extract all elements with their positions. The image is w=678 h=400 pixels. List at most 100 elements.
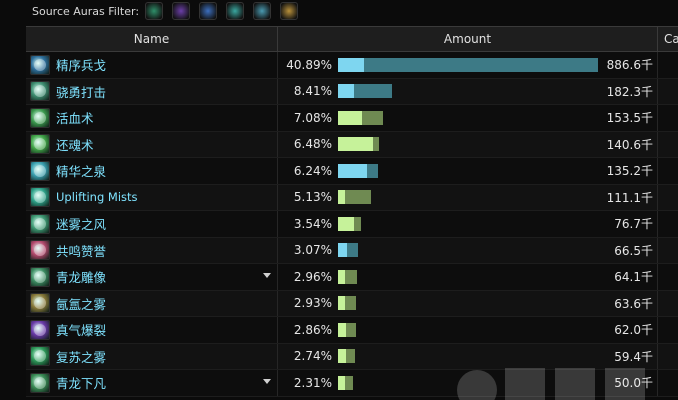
amount-bar bbox=[338, 375, 598, 390]
teal-ring-aura-icon-2 bbox=[254, 3, 270, 19]
amount-cell: 2.96% 64.1千 bbox=[278, 264, 658, 290]
icon-shine bbox=[34, 191, 46, 204]
leaf-aura-icon bbox=[146, 3, 162, 19]
amount-bar-primary bbox=[338, 296, 345, 311]
table-row[interactable]: 氤氲之雾 2.93% 63.6千 bbox=[26, 290, 678, 317]
cast-cell bbox=[658, 158, 678, 184]
table-row[interactable]: 青龙下凡 2.31% 50.0千 bbox=[26, 370, 678, 397]
amount-bar-secondary bbox=[367, 163, 378, 178]
spell-name[interactable]: 活血术 bbox=[56, 111, 94, 127]
amount-value: 135.2千 bbox=[606, 164, 653, 179]
table-row[interactable]: 精华之泉 6.24% 135.2千 bbox=[26, 158, 678, 185]
spell-name-cell: Uplifting Mists bbox=[26, 184, 278, 210]
table-row[interactable]: 共鸣赞誉 3.07% 66.5千 bbox=[26, 237, 678, 264]
filter-label: Source Auras Filter: bbox=[32, 4, 140, 18]
percent-value: 3.07% bbox=[293, 243, 332, 258]
aura-filter-button[interactable] bbox=[280, 2, 299, 20]
amount-cell: 8.41% 182.3千 bbox=[278, 78, 658, 104]
table-row[interactable]: Uplifting Mists 5.13% 111.1千 bbox=[26, 184, 678, 211]
spell-name[interactable]: 精华之泉 bbox=[56, 164, 107, 180]
table-row[interactable]: 精序兵戈 40.89% 886.6千 bbox=[26, 52, 678, 79]
spell-name-cell: 真气爆裂 bbox=[26, 317, 278, 343]
spell-name[interactable]: 还魂术 bbox=[56, 137, 94, 153]
amount-bar-primary bbox=[338, 216, 354, 231]
amount-cell: 2.93% 63.6千 bbox=[278, 290, 658, 316]
table-row[interactable]: 骁勇打击 8.41% 182.3千 bbox=[26, 78, 678, 105]
table-row[interactable]: 复苏之雾 2.74% 59.4千 bbox=[26, 343, 678, 370]
amount-cell: 2.86% 62.0千 bbox=[278, 317, 658, 343]
spell-name[interactable]: 青龙雕像 bbox=[56, 270, 107, 286]
table-row[interactable]: 活血术 7.08% 153.5千 bbox=[26, 105, 678, 132]
amount-value: 63.6千 bbox=[614, 296, 653, 311]
spell-name[interactable]: 青龙下凡 bbox=[56, 376, 107, 392]
percent-value: 2.96% bbox=[293, 269, 332, 284]
icon-shine bbox=[34, 85, 46, 98]
header-amount[interactable]: Amount bbox=[278, 27, 658, 51]
aura-filter-button[interactable] bbox=[172, 2, 191, 20]
tiger-strike-icon bbox=[30, 81, 50, 102]
expand-dropdown-icon[interactable] bbox=[263, 379, 271, 384]
amount-bar bbox=[338, 84, 598, 99]
cast-cell bbox=[658, 211, 678, 237]
wind-spiral-icon bbox=[30, 54, 50, 75]
amount-bar-secondary bbox=[373, 137, 379, 152]
spell-name[interactable]: 复苏之雾 bbox=[56, 349, 107, 365]
spell-name[interactable]: 精序兵戈 bbox=[56, 58, 107, 74]
icon-shine bbox=[34, 164, 46, 177]
amount-bar-secondary bbox=[347, 243, 358, 258]
table-row[interactable]: 真气爆裂 2.86% 62.0千 bbox=[26, 317, 678, 344]
vivify-icon bbox=[30, 107, 50, 128]
amount-bar-secondary bbox=[345, 269, 357, 284]
spell-name[interactable]: 骁勇打击 bbox=[56, 84, 107, 100]
amount-bar-secondary bbox=[354, 216, 361, 231]
icon-shine bbox=[34, 244, 46, 257]
amount-value: 64.1千 bbox=[614, 270, 653, 285]
table-row[interactable]: 还魂术 6.48% 140.6千 bbox=[26, 131, 678, 158]
spell-name-cell: 还魂术 bbox=[26, 131, 278, 157]
spell-name[interactable]: 氤氲之雾 bbox=[56, 296, 107, 312]
cast-cell bbox=[658, 52, 678, 78]
amount-bar-primary bbox=[338, 110, 362, 125]
percent-value: 2.31% bbox=[293, 375, 332, 390]
amount-value: 62.0千 bbox=[614, 323, 653, 338]
percent-value: 2.86% bbox=[293, 322, 332, 337]
cast-cell bbox=[658, 370, 678, 396]
amount-bar-secondary bbox=[345, 296, 356, 311]
mist-swirl-icon bbox=[30, 293, 50, 314]
amount-bar bbox=[338, 137, 598, 152]
amount-bar bbox=[338, 349, 598, 364]
amount-bar-secondary bbox=[346, 322, 356, 337]
amount-cell: 6.24% 135.2千 bbox=[278, 158, 658, 184]
amount-bar-primary bbox=[338, 190, 345, 205]
aura-filter-button[interactable] bbox=[226, 2, 245, 20]
percent-value: 8.41% bbox=[293, 84, 332, 99]
table-row[interactable]: 青龙雕像 2.96% 64.1千 bbox=[26, 264, 678, 291]
amount-bar-secondary bbox=[364, 57, 598, 72]
amount-bar bbox=[338, 110, 598, 125]
table-row[interactable]: 迷雾之风 3.54% 76.7千 bbox=[26, 211, 678, 238]
spell-name[interactable]: 迷雾之风 bbox=[56, 217, 107, 233]
amount-bar-primary bbox=[338, 322, 346, 337]
amount-value: 886.6千 bbox=[606, 58, 653, 73]
header-name[interactable]: Name bbox=[26, 27, 278, 51]
aura-filter-button[interactable] bbox=[253, 2, 272, 20]
expand-dropdown-icon[interactable] bbox=[263, 273, 271, 278]
amount-value: 76.7千 bbox=[614, 217, 653, 232]
amount-cell: 3.54% 76.7千 bbox=[278, 211, 658, 237]
amount-bar-secondary bbox=[345, 190, 371, 205]
spell-name[interactable]: 共鸣赞誉 bbox=[56, 243, 107, 259]
spell-name-cell: 青龙雕像 bbox=[26, 264, 278, 290]
jade-serpent-descend-icon bbox=[30, 372, 50, 393]
spell-name[interactable]: Uplifting Mists bbox=[56, 190, 138, 205]
aura-filter-button[interactable] bbox=[199, 2, 218, 20]
teal-ring-aura-icon bbox=[227, 3, 243, 19]
header-cast[interactable]: Ca bbox=[664, 32, 678, 46]
cast-cell bbox=[658, 79, 678, 105]
cast-cell bbox=[658, 291, 678, 317]
amount-bar-secondary bbox=[345, 375, 353, 390]
spell-name[interactable]: 真气爆裂 bbox=[56, 323, 107, 339]
aura-filter-button[interactable] bbox=[145, 2, 164, 20]
icon-shine bbox=[34, 270, 46, 283]
spell-name-cell: 活血术 bbox=[26, 105, 278, 131]
